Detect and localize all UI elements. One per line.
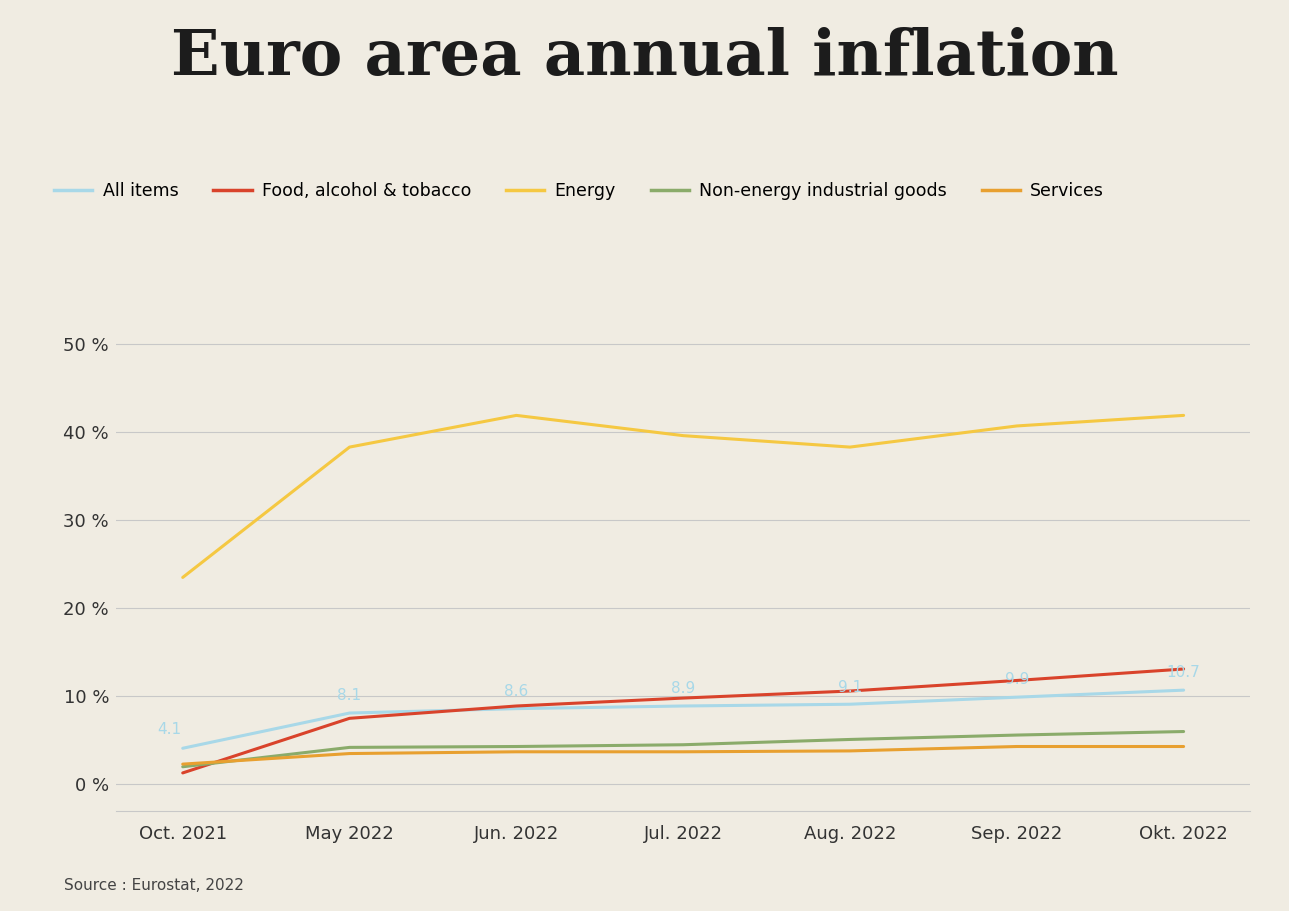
Text: 10.7: 10.7: [1167, 665, 1200, 681]
Legend: All items, Food, alcohol & tobacco, Energy, Non-energy industrial goods, Service: All items, Food, alcohol & tobacco, Ener…: [48, 175, 1111, 208]
Text: 9.1: 9.1: [838, 680, 862, 694]
Text: 4.1: 4.1: [157, 722, 180, 737]
Text: 8.1: 8.1: [338, 689, 362, 703]
Text: 9.9: 9.9: [1004, 672, 1029, 688]
Text: Euro area annual inflation: Euro area annual inflation: [170, 27, 1119, 88]
Text: 8.9: 8.9: [672, 681, 695, 696]
Text: Source : Eurostat, 2022: Source : Eurostat, 2022: [64, 878, 245, 893]
Text: 8.6: 8.6: [504, 684, 528, 699]
